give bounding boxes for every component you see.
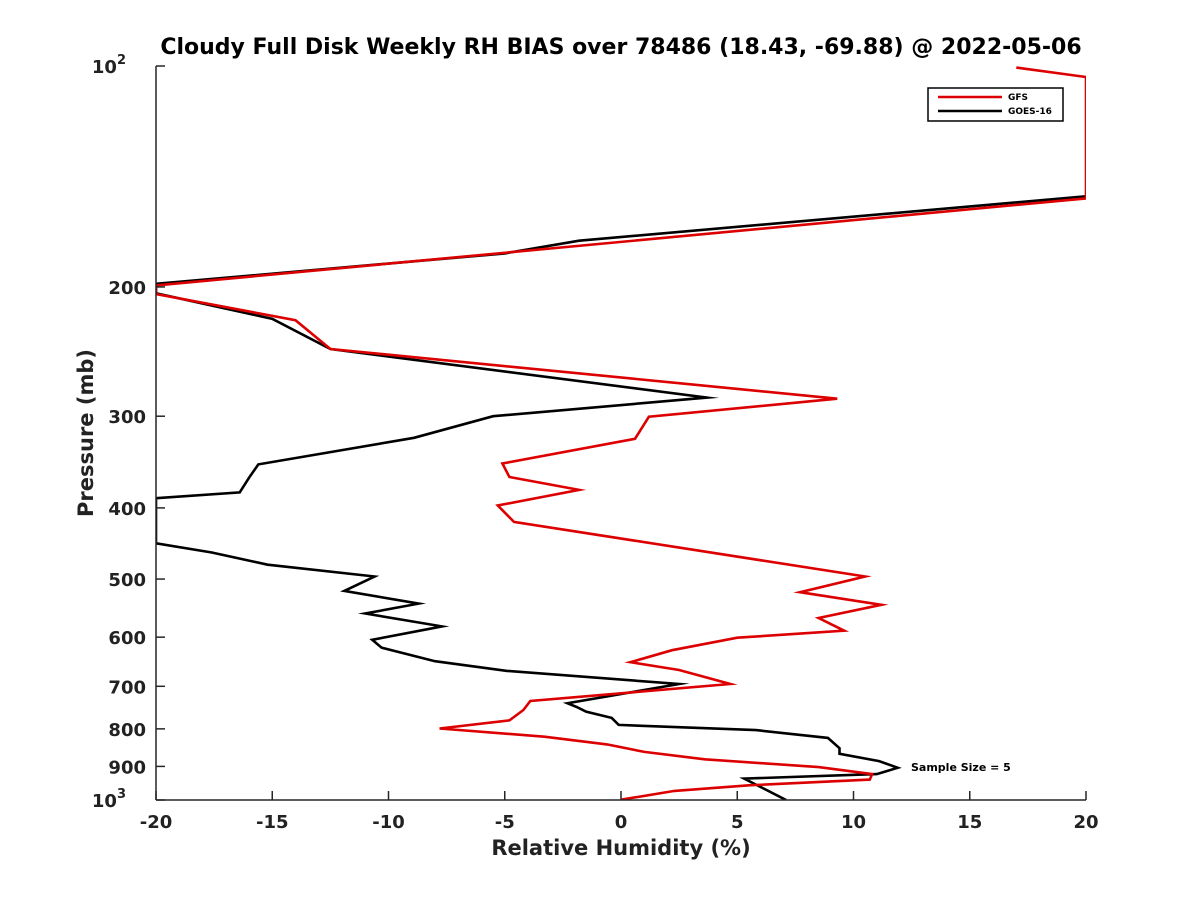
- x-tick-label: 5: [731, 812, 744, 833]
- series-line-goes-16: [156, 195, 1086, 800]
- y-tick-label: 200: [108, 278, 146, 299]
- axes-layer: -20 -15 -10 -5 0 5 10 15 20 102 200 300 400 500 600 700…: [92, 53, 1099, 833]
- y-tick-label: 400: [108, 499, 146, 520]
- x-tick-label: 0: [615, 812, 628, 833]
- y-tick-label: 700: [108, 677, 146, 698]
- x-tick-label: 10: [841, 812, 866, 833]
- x-tick-label: 15: [957, 812, 982, 833]
- x-tick-label: -20: [140, 812, 173, 833]
- y-tick-label: 500: [108, 570, 146, 591]
- series-line-gfs: [156, 66, 1086, 800]
- y-axis-label: Pressure (mb): [74, 349, 98, 517]
- y-tick-label: 900: [108, 757, 146, 778]
- y-tick-label: 800: [108, 720, 146, 741]
- plot-area: -20 -15 -10 -5 0 5 10 15 20 102 200 300 400 500 600 700…: [92, 53, 1099, 833]
- legend-label: GFS: [1008, 93, 1028, 103]
- y-tick-label: 300: [108, 407, 146, 428]
- x-axis-label: Relative Humidity (%): [491, 836, 750, 860]
- legend-box: [927, 87, 1064, 122]
- legend-label: GOES-16: [1008, 107, 1052, 117]
- x-tick-label: -10: [372, 812, 405, 833]
- x-tick-label: -5: [495, 812, 515, 833]
- legend: GFS GOES-16: [927, 87, 1064, 122]
- series-layer: [156, 66, 1086, 800]
- x-tick-label: 20: [1073, 812, 1098, 833]
- sample-size-annotation: Sample Size = 5: [911, 761, 1011, 774]
- y-tick-label: 102: [92, 53, 126, 78]
- chart-title: Cloudy Full Disk Weekly RH BIAS over 784…: [160, 35, 1081, 60]
- y-tick-label: 103: [92, 787, 126, 812]
- x-tick-label: -15: [256, 812, 289, 833]
- y-tick-label: 600: [108, 628, 146, 649]
